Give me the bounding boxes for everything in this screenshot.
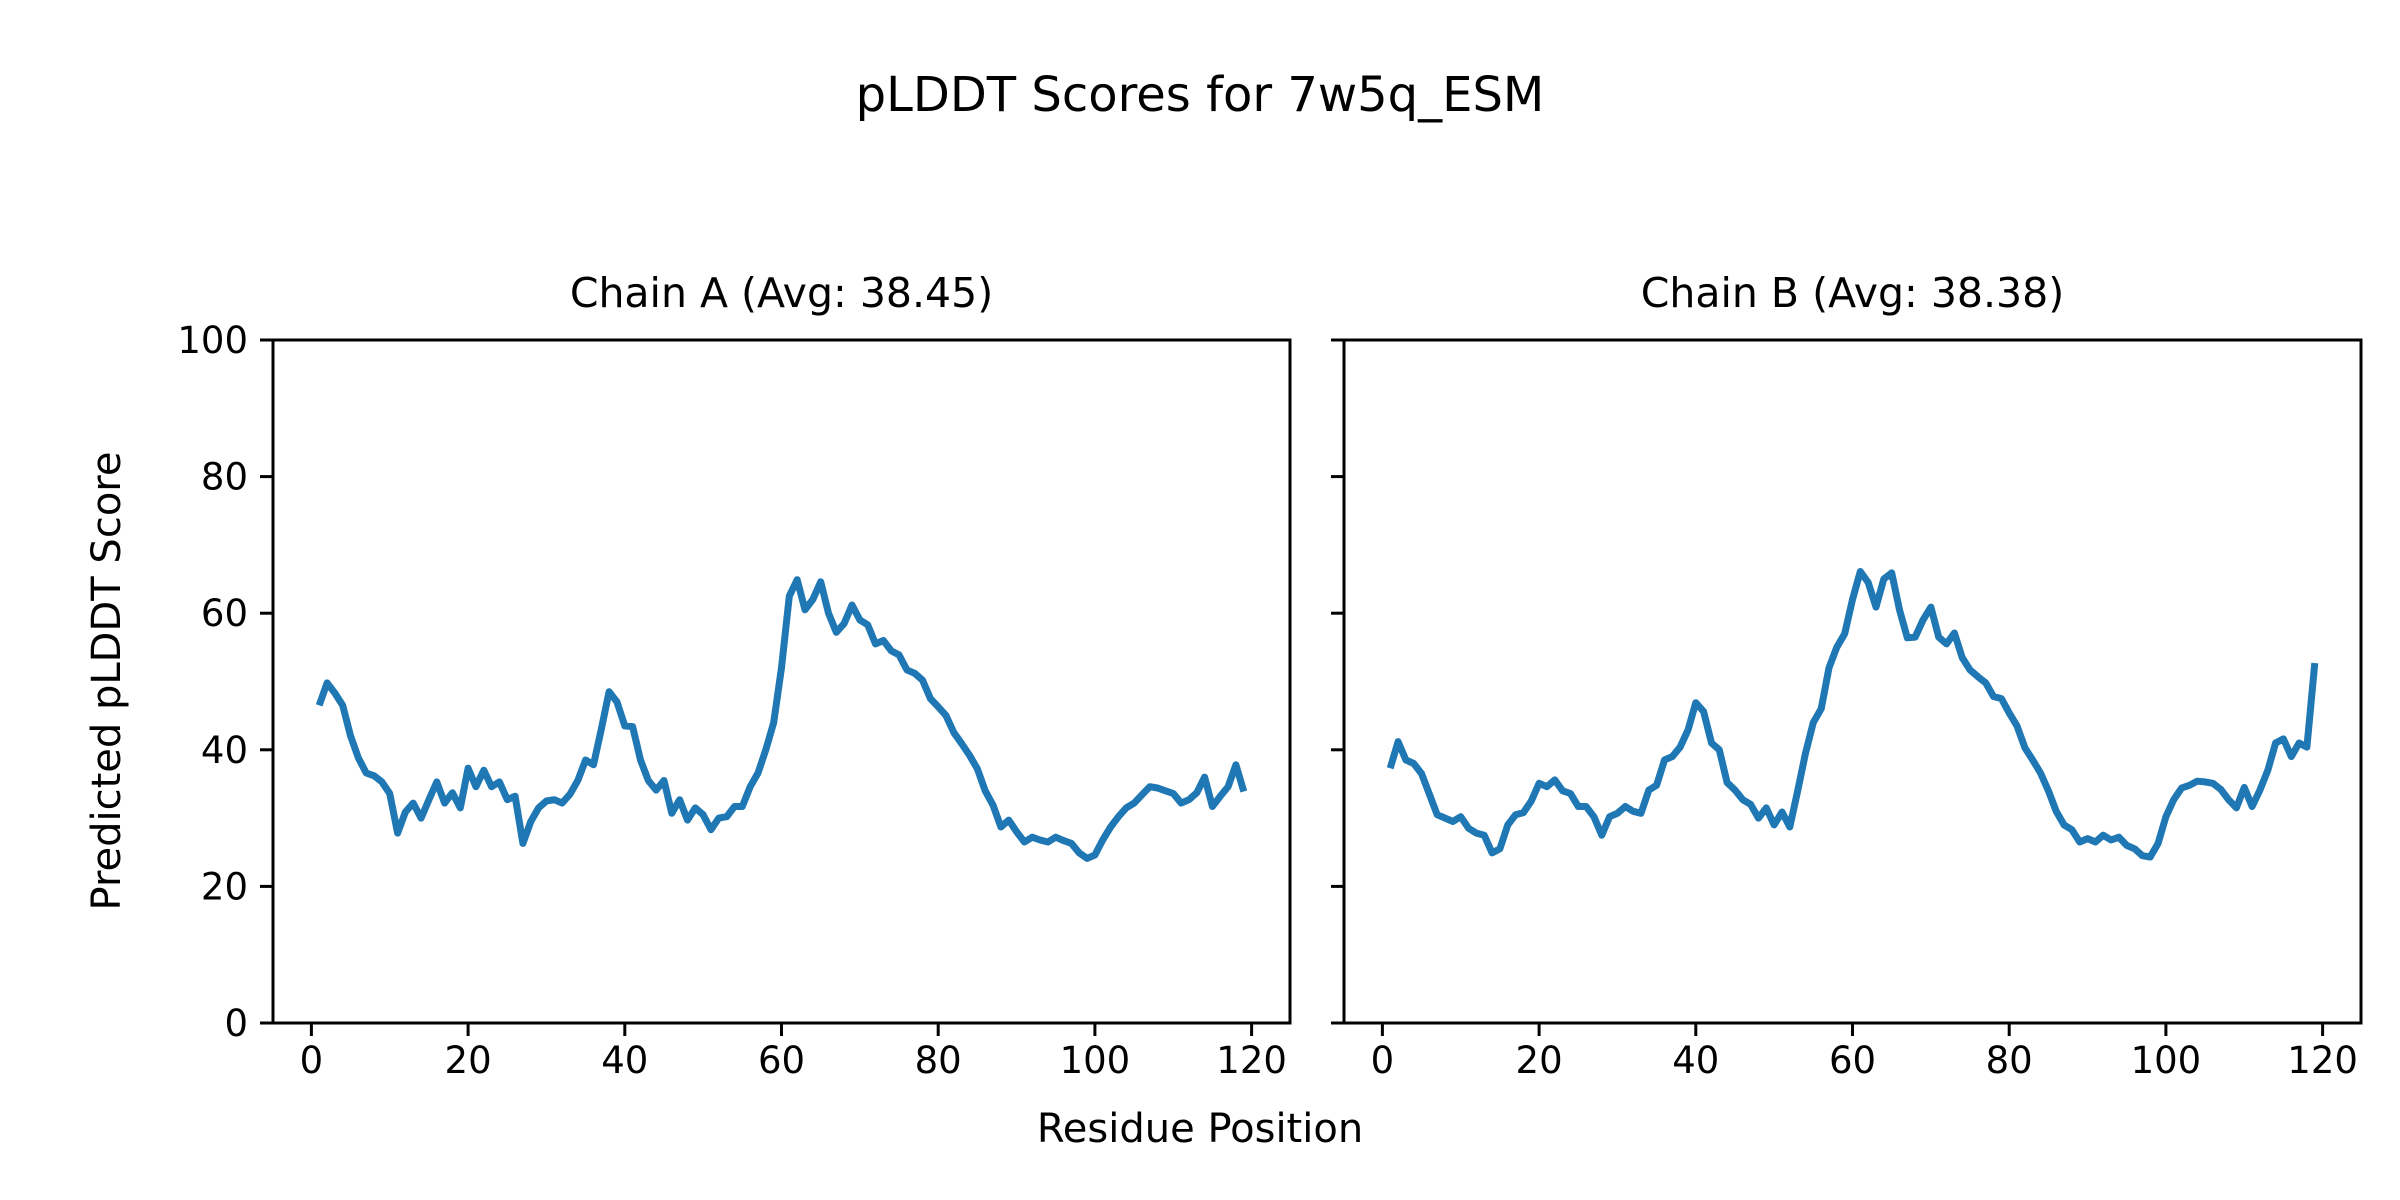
y-tick-label: 80 <box>201 456 248 499</box>
figure-title: pLDDT Scores for 7w5q_ESM <box>855 67 1545 123</box>
chain-b-title: Chain B (Avg: 38.38) <box>1640 269 2065 317</box>
y-tick-label: 100 <box>177 319 248 362</box>
x-tick-label: 80 <box>1986 1039 2033 1082</box>
x-tick-label: 0 <box>300 1039 324 1082</box>
x-tick-label: 40 <box>601 1039 648 1082</box>
chain-a-plot: 0 20 40 60 80 100 120 0 20 40 60 80 100 <box>177 319 1292 1082</box>
plot-frame <box>271 338 1292 1025</box>
x-tick-label: 0 <box>1371 1039 1395 1082</box>
x-tick-label: 100 <box>2131 1039 2202 1082</box>
plot-frame <box>1342 338 2363 1025</box>
x-tick-label: 80 <box>915 1039 962 1082</box>
x-tick-label: 60 <box>1829 1039 1876 1082</box>
x-tick-label: 20 <box>445 1039 492 1082</box>
x-tick-label: 40 <box>1672 1039 1719 1082</box>
plddt-line <box>1386 568 2319 861</box>
x-tick-label: 60 <box>758 1039 805 1082</box>
x-tick-label: 120 <box>1216 1039 1287 1082</box>
x-tick-label: 20 <box>1516 1039 1563 1082</box>
x-tick-label: 100 <box>1060 1039 1131 1082</box>
chain-a-title: Chain A (Avg: 38.45) <box>569 269 994 317</box>
y-tick-label: 20 <box>201 865 248 908</box>
x-tick-label: 120 <box>2287 1039 2358 1082</box>
y-tick-label: 40 <box>201 729 248 772</box>
chain-b-plot: 0 20 40 60 80 100 120 <box>1331 338 2363 1082</box>
plddt-line <box>315 576 1248 862</box>
y-tick-label: 60 <box>201 592 248 635</box>
x-axis-label: Residue Position <box>1036 1106 1364 1152</box>
y-tick-label: 0 <box>224 1002 248 1045</box>
